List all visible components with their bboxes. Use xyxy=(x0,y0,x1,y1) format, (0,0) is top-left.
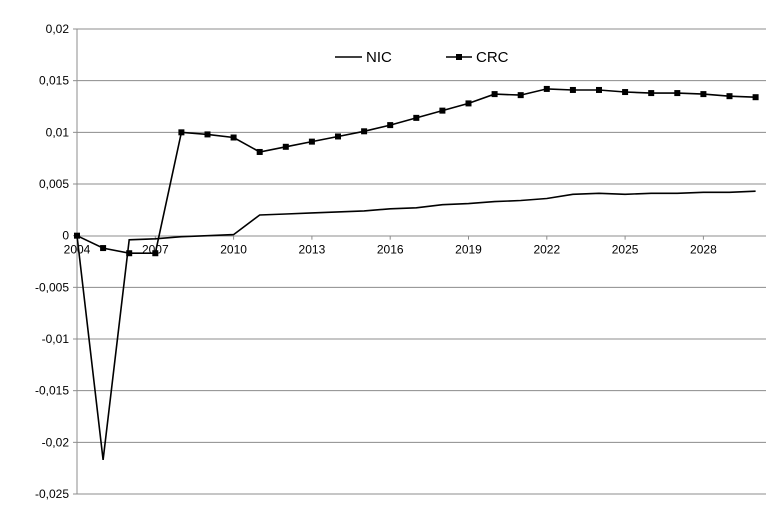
data-point-crc xyxy=(752,94,759,101)
data-point-crc xyxy=(596,86,602,93)
series-nic xyxy=(76,190,756,460)
data-point-crc xyxy=(622,89,629,96)
data-point-crc xyxy=(230,134,237,141)
data-point-crc xyxy=(413,114,420,121)
series-line-nic xyxy=(76,190,756,460)
data-point-crc xyxy=(178,129,185,136)
y-tick-label: 0,02 xyxy=(46,22,70,36)
data-point-crc xyxy=(569,86,576,93)
plot-area: 0,02 0,015 0,01 0,005 0 -0,005 -0,01 -0,015 -0,0… xyxy=(35,22,766,501)
data-point-crc xyxy=(361,128,368,135)
data-point-crc xyxy=(100,245,107,252)
data-point-crc xyxy=(126,250,133,257)
x-axis-ticks: 2004 2007 2010 2013 2016 2019 2022 2025 2028 xyxy=(64,235,717,257)
data-point-crc xyxy=(152,250,159,257)
series-layer xyxy=(74,85,759,460)
data-point-crc xyxy=(726,93,733,100)
data-point-crc xyxy=(700,91,707,98)
grid-lines xyxy=(77,28,766,495)
legend-item-crc: CRC xyxy=(446,49,509,66)
data-point-crc xyxy=(465,100,472,107)
data-point-crc xyxy=(543,85,550,92)
y-tick-label: 0,01 xyxy=(46,125,70,139)
x-tick-label: 2028 xyxy=(690,243,717,257)
x-tick-label: 2016 xyxy=(377,243,404,257)
legend-item-nic: NIC xyxy=(335,49,392,66)
data-point-crc xyxy=(335,133,341,140)
series-line-crc xyxy=(76,88,756,254)
legend-label-nic: NIC xyxy=(366,49,392,66)
x-tick-label: 2019 xyxy=(455,243,482,257)
y-tick-label: 0,015 xyxy=(39,74,69,88)
x-tick-label: 2013 xyxy=(299,243,326,257)
data-point-crc xyxy=(256,148,263,155)
data-point-crc xyxy=(674,90,681,97)
x-tick-label: 2010 xyxy=(220,243,247,257)
data-point-crc xyxy=(439,107,446,114)
data-point-crc xyxy=(204,131,211,138)
legend: NIC CRC xyxy=(335,49,509,66)
data-point-crc xyxy=(491,91,498,98)
data-point-crc xyxy=(282,143,289,150)
y-tick-label: -0,01 xyxy=(42,332,70,346)
series-crc xyxy=(74,85,759,257)
y-tick-label: 0 xyxy=(62,229,69,243)
x-tick-label: 2004 xyxy=(64,243,91,257)
y-tick-label: -0,025 xyxy=(35,487,69,501)
y-tick-label: -0,015 xyxy=(35,384,69,398)
y-axis-ticks: 0,02 0,015 0,01 0,005 0 -0,005 -0,01 -0,015 -0,0… xyxy=(35,22,77,501)
y-tick-label: 0,005 xyxy=(39,177,69,191)
data-point-crc xyxy=(74,232,80,239)
data-point-crc xyxy=(648,90,655,97)
y-tick-label: -0,005 xyxy=(35,280,69,294)
y-tick-label: -0,02 xyxy=(42,435,70,449)
legend-label-crc: CRC xyxy=(476,49,509,66)
legend-marker-crc xyxy=(456,54,462,60)
x-tick-label: 2025 xyxy=(612,243,639,257)
data-point-crc xyxy=(387,122,394,129)
x-tick-label: 2022 xyxy=(533,243,560,257)
data-point-crc xyxy=(517,92,524,99)
data-point-crc xyxy=(308,138,315,145)
